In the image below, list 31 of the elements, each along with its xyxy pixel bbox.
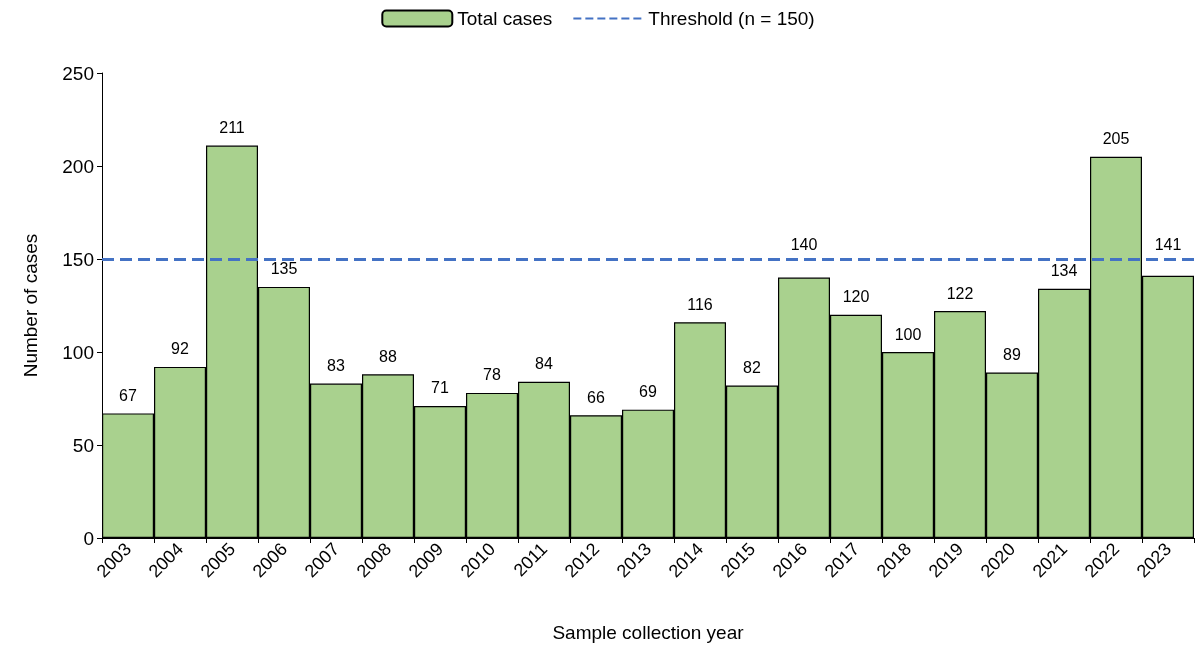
data-label: 69 <box>639 383 657 401</box>
y-tick-label: 250 <box>62 62 94 84</box>
data-label: 116 <box>687 295 713 313</box>
data-label: 134 <box>1050 262 1078 280</box>
data-label: 89 <box>1003 345 1021 363</box>
data-label: 83 <box>327 357 345 375</box>
data-label: 211 <box>219 119 245 137</box>
data-label: 67 <box>119 386 137 404</box>
data-label: 66 <box>587 388 605 406</box>
y-tick-label: 200 <box>62 155 94 177</box>
y-tick-label: 100 <box>62 341 94 363</box>
data-label: 71 <box>431 379 449 397</box>
y-tick-label: 150 <box>62 248 94 270</box>
data-label: 82 <box>743 358 761 376</box>
legend-label: Total cases <box>457 8 553 29</box>
data-label: 78 <box>483 366 501 384</box>
data-label: 140 <box>790 236 818 254</box>
data-label: 84 <box>535 355 553 373</box>
legend-label: Threshold (n = 150) <box>648 8 815 29</box>
data-label: 135 <box>270 260 298 278</box>
data-label: 92 <box>171 340 189 358</box>
data-label: 100 <box>894 325 922 343</box>
y-tick-label: 50 <box>72 434 94 456</box>
data-label: 141 <box>1154 236 1182 254</box>
x-axis-title: Sample collection year <box>552 622 745 643</box>
data-label: 88 <box>379 347 397 365</box>
y-tick-label: 0 <box>83 527 94 549</box>
data-label: 120 <box>842 288 870 306</box>
data-label: 122 <box>946 284 974 302</box>
data-label: 205 <box>1102 130 1130 148</box>
y-axis-title: Number of cases <box>20 233 41 378</box>
